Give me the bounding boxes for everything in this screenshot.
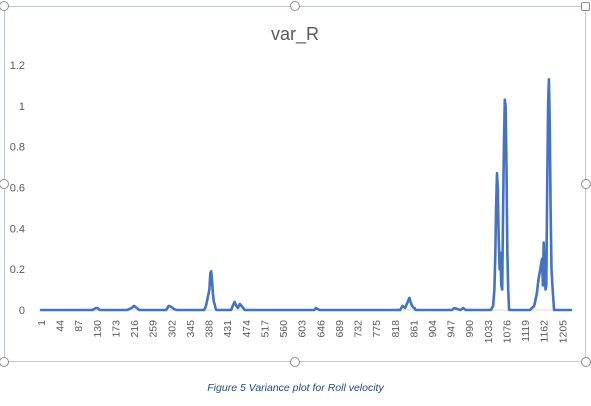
x-tick-label: 87 (73, 320, 85, 332)
x-axis-tick-labels: 1 44 87 130 173 216 259 302 345 388 431 474 517 560 60… (36, 320, 569, 344)
y-tick-label: 0.8 (10, 142, 25, 154)
x-tick-label: 345 (185, 320, 197, 338)
resize-handle-bottom-center[interactable] (290, 357, 300, 367)
resize-handle-top-right[interactable] (581, 2, 590, 11)
x-tick-label: 861 (408, 320, 420, 338)
x-tick-label: 947 (446, 320, 458, 338)
x-tick-label: 1076 (501, 320, 513, 344)
x-tick-label: 904 (427, 320, 439, 338)
x-tick-label: 646 (315, 320, 327, 338)
x-tick-label: 388 (204, 320, 216, 338)
y-tick-label: 1.2 (10, 60, 25, 72)
series-line-1 (39, 78, 573, 312)
x-tick-label: 990 (464, 320, 476, 338)
resize-handle-bottom-right[interactable] (581, 357, 591, 367)
x-tick-label: 732 (353, 320, 365, 338)
x-tick-label: 818 (390, 320, 402, 338)
figure-caption: Figure 5 Variance plot for Roll velocity (207, 382, 384, 394)
y-tick-label: 1 (19, 101, 25, 113)
series-group (39, 78, 573, 312)
x-tick-label: 1205 (557, 320, 569, 344)
x-tick-label: 1119 (520, 320, 532, 342)
resize-handle-top-center[interactable] (290, 1, 300, 11)
chart-svg: var_R 0 0.2 0.4 0.6 0.8 1 1.2 1 44 87 130 173 216 25… (10, 24, 573, 344)
x-tick-label: 431 (222, 320, 234, 338)
x-tick-label: 44 (55, 320, 67, 332)
resize-handle-middle-left[interactable] (0, 179, 9, 189)
y-tick-label: 0.6 (10, 183, 25, 195)
x-tick-label: 603 (297, 320, 309, 338)
chart-frame[interactable]: var_R 0 0.2 0.4 0.6 0.8 1 1.2 1 44 87 130 173 216 25… (4, 6, 586, 362)
x-tick-label: 259 (148, 320, 160, 338)
x-tick-label: 302 (166, 320, 178, 338)
x-tick-label: 1033 (483, 320, 495, 344)
resize-handle-top-left[interactable] (0, 1, 9, 11)
x-tick-label: 689 (334, 320, 346, 338)
x-tick-label: 216 (129, 320, 141, 338)
y-axis-tick-labels: 0 0.2 0.4 0.6 0.8 1 1.2 (10, 60, 25, 317)
x-tick-label: 130 (92, 320, 104, 338)
x-tick-label: 560 (278, 320, 290, 338)
x-tick-label: 1 (36, 320, 48, 326)
y-tick-label: 0.2 (10, 264, 25, 276)
resize-handle-bottom-left[interactable] (0, 357, 9, 367)
x-tick-label: 517 (259, 320, 271, 338)
y-tick-label: 0.4 (10, 223, 25, 235)
x-tick-label: 173 (110, 320, 122, 338)
x-tick-label: 474 (241, 320, 253, 338)
resize-handle-middle-right[interactable] (581, 179, 591, 189)
x-tick-label: 1162 (539, 320, 551, 343)
chart-title: var_R (271, 24, 319, 45)
x-tick-label: 775 (371, 320, 383, 338)
y-tick-label: 0 (19, 305, 25, 317)
